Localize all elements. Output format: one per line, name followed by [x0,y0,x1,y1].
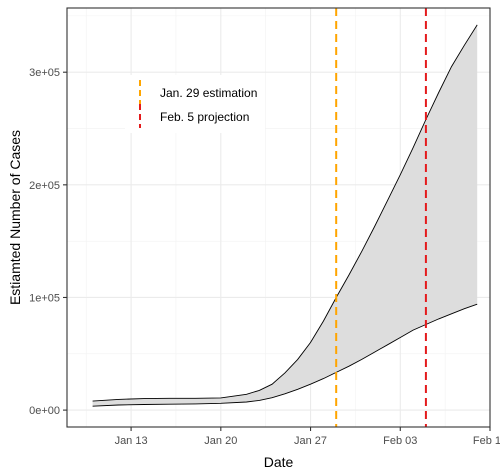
legend-label-projection: Feb. 5 projection [160,110,249,124]
y-tick-label: 3e+05 [29,67,60,79]
ribbon-area [92,24,478,407]
y-axis: 0e+00 1e+05 2e+05 3e+05 [29,67,67,417]
legend-background [125,75,265,133]
y-axis-title: Estiamted Number of Cases [7,130,23,305]
x-axis-title: Date [264,454,294,470]
y-tick-label: 2e+05 [29,180,60,192]
x-axis: Jan 13 Jan 20 Jan 27 Feb 03 Feb 10 [115,427,500,447]
x-tick-label: Jan 20 [204,435,237,447]
y-tick-label: 0e+00 [29,405,60,417]
y-tick-label: 1e+05 [29,292,60,304]
panel-border [66,7,491,428]
x-tick-label: Jan 27 [294,435,327,447]
x-tick-label: Jan 13 [115,435,148,447]
x-tick-label: Feb 03 [383,435,417,447]
legend-label-estimation: Jan. 29 estimation [160,86,257,100]
vline-layer [335,8,427,427]
x-tick-label: Feb 10 [473,435,500,447]
legend: Jan. 29 estimation Feb. 5 projection [125,75,265,133]
